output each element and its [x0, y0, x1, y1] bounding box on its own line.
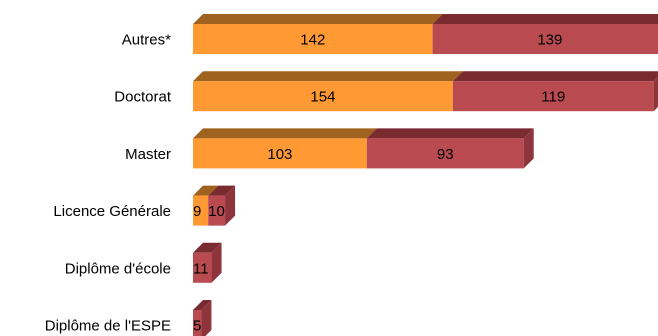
category-label: Autres*	[122, 32, 171, 49]
category-label: Licence Générale	[53, 203, 171, 220]
bar-segment	[208, 195, 226, 226]
bar-segment	[193, 310, 202, 336]
bar-segment	[193, 24, 433, 54]
data-label: 154	[310, 89, 335, 106]
bar-top-face	[193, 185, 219, 196]
category-label: Master	[125, 146, 171, 163]
category-axis-labels: Autres* Doctorat Master Licence Générale Dip…	[45, 32, 172, 335]
bar-top-face	[193, 128, 377, 139]
bar-top-face	[193, 300, 212, 310]
bar-segment	[193, 195, 209, 226]
bar-side-face	[653, 76, 658, 112]
bar-segment	[432, 24, 658, 54]
data-label: 5	[193, 318, 201, 335]
data-label: 11	[193, 260, 209, 277]
bar-top-face	[432, 14, 658, 24]
category-label: Doctorat	[114, 89, 172, 106]
bar-segment	[452, 81, 654, 112]
bar-side-face	[225, 185, 236, 226]
bar-segment	[193, 81, 453, 112]
bar-segment	[366, 138, 524, 169]
category-label: Diplôme d'école	[65, 260, 171, 277]
data-labels: 142 139 154 119 103 93 9 10 11 5	[193, 32, 565, 335]
data-label: 93	[437, 146, 454, 163]
data-label: 139	[537, 32, 562, 49]
bar-side-face	[211, 242, 222, 283]
data-label: 119	[541, 89, 565, 106]
bar-top-face	[452, 71, 658, 82]
data-label: 10	[208, 203, 225, 220]
bar-side-face	[201, 300, 212, 336]
bar-top-face	[208, 185, 236, 196]
data-label: 142	[300, 32, 325, 49]
data-label: 103	[267, 146, 292, 163]
bar-segment	[193, 138, 367, 169]
bar-side-face	[523, 128, 534, 169]
data-label: 9	[193, 203, 201, 220]
category-label: Diplôme de l'ESPE	[45, 318, 171, 335]
bar-top-face	[193, 71, 463, 82]
bar-top-face	[193, 242, 222, 253]
bar-top-face	[366, 128, 534, 139]
bars	[193, 14, 658, 336]
bar-segment	[193, 252, 212, 283]
bar-top-face	[193, 14, 443, 24]
